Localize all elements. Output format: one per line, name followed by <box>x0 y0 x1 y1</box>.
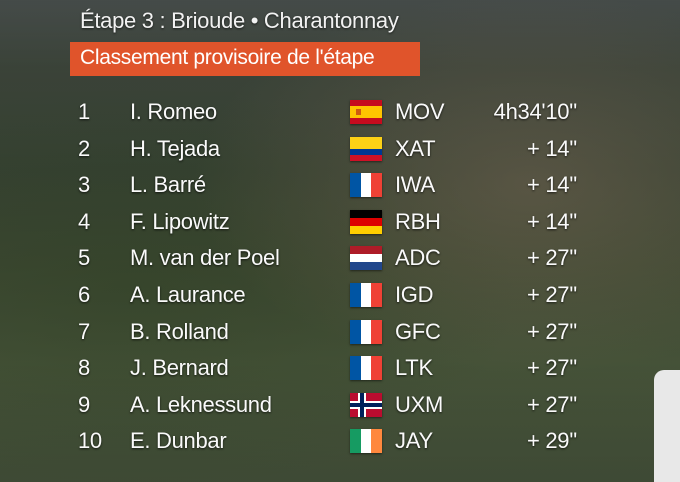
time-gap: + 27'' <box>526 391 577 417</box>
flag-icon <box>350 173 382 198</box>
time-gap: 4h34'10'' <box>493 99 578 124</box>
team-code: UXM <box>395 391 443 417</box>
stage-title: Étape 3 : Brioude • Charantonnay <box>80 8 399 33</box>
flag <box>350 100 382 124</box>
flag-icon <box>350 392 382 417</box>
flag <box>350 173 382 198</box>
team-code: RBH <box>395 208 441 234</box>
side-panel <box>654 370 680 482</box>
rider-name: B. Rolland <box>130 318 229 344</box>
rider-name: H. Tejada <box>130 135 220 161</box>
flag <box>350 246 382 271</box>
time-gap: + 27'' <box>526 282 577 307</box>
team-code: GFC <box>395 318 441 344</box>
flag <box>350 283 382 307</box>
team-code: XAT <box>395 135 436 161</box>
team-code: ADC <box>395 245 441 271</box>
flag <box>350 392 382 417</box>
time-gap: + 27'' <box>526 318 577 344</box>
team-code: LTK <box>395 355 433 381</box>
rank: 8 <box>78 355 90 381</box>
flag-icon <box>350 246 382 271</box>
time-gap: + 14'' <box>526 208 577 234</box>
banner-title: Classement provisoire de l'étape <box>80 46 375 69</box>
flag-icon <box>350 356 382 381</box>
rank: 1 <box>78 99 90 124</box>
rank: 3 <box>78 172 90 198</box>
flag <box>350 356 382 381</box>
rider-name: A. Laurance <box>130 282 246 307</box>
rank: 4 <box>78 208 90 234</box>
rider-name: I. Romeo <box>130 99 217 124</box>
rider-name: L. Barré <box>130 172 206 198</box>
team-code: IGD <box>395 282 434 307</box>
flag-icon <box>350 209 382 234</box>
flag-icon <box>350 136 382 161</box>
banner: Classement provisoire de l'étape <box>70 42 420 76</box>
time-gap: + 14'' <box>526 135 577 161</box>
flag-icon <box>350 100 382 124</box>
team-code: IWA <box>395 172 435 198</box>
rank: 2 <box>78 135 90 161</box>
flag-icon <box>350 429 382 454</box>
flag-icon <box>350 319 382 344</box>
team-code: JAY <box>395 428 433 454</box>
rider-name: F. Lipowitz <box>130 208 230 234</box>
time-gap: + 29'' <box>526 428 577 454</box>
time-gap: + 27'' <box>526 245 577 271</box>
rider-name: A. Leknessund <box>130 391 272 417</box>
flag <box>350 429 382 454</box>
rider-name: J. Bernard <box>130 355 229 381</box>
rank: 6 <box>78 282 90 307</box>
team-code: MOV <box>395 99 445 124</box>
flag <box>350 136 382 161</box>
rank: 7 <box>78 318 90 344</box>
rider-name: M. van der Poel <box>130 245 280 271</box>
flag <box>350 209 382 234</box>
rank: 10 <box>78 428 102 454</box>
rank: 9 <box>78 391 90 417</box>
flag <box>350 319 382 344</box>
time-gap: + 27'' <box>526 355 577 381</box>
rider-name: E. Dunbar <box>130 428 227 454</box>
time-gap: + 14'' <box>526 172 577 198</box>
flag-icon <box>350 283 382 307</box>
rank: 5 <box>78 245 90 271</box>
